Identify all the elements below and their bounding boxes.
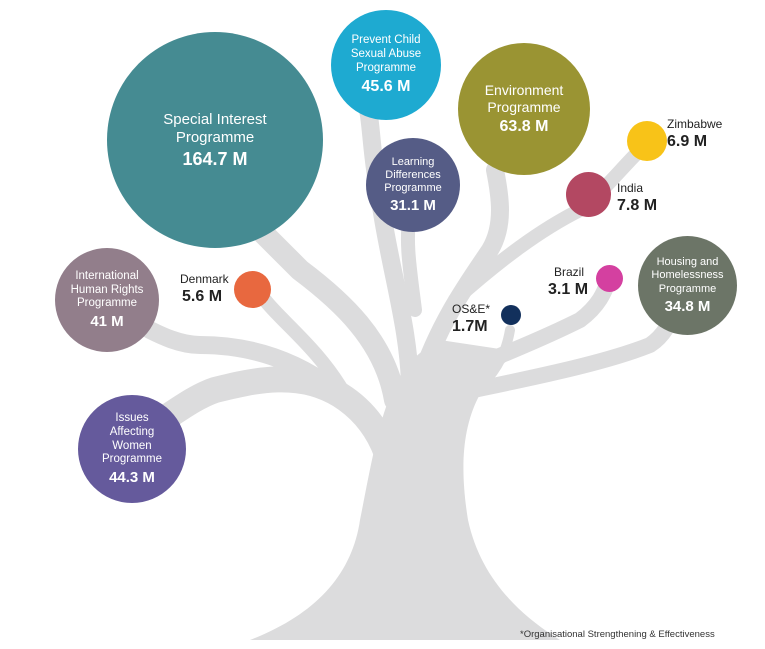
learning-differences-label-3: Programme xyxy=(384,182,442,195)
label-india: India 7.8 M xyxy=(617,181,657,215)
label-denmark: Denmark 5.6 M xyxy=(180,272,229,306)
prevent-child-label-2: Sexual Abuse xyxy=(350,48,422,61)
bubble-special-interest-programme: Special Interest Programme 164.7 M xyxy=(107,32,323,248)
environment-label-2: Programme xyxy=(487,99,561,115)
bubble-international-human-rights-programme: International Human Rights Programme 41 … xyxy=(55,248,159,352)
prevent-child-value: 45.6 M xyxy=(361,77,411,95)
zimbabwe-name: Zimbabwe xyxy=(667,117,723,131)
label-ose: OS&E* 1.7M xyxy=(452,302,490,336)
special-interest-label-1: Special Interest xyxy=(163,110,267,128)
special-interest-value: 164.7 M xyxy=(182,148,248,169)
zimbabwe-value: 6.9 M xyxy=(667,133,708,150)
prevent-child-label-1: Prevent Child xyxy=(351,34,421,47)
women-label-3: Women xyxy=(112,439,152,452)
dot-ose xyxy=(501,305,521,325)
dot-zimbabwe xyxy=(627,121,667,161)
denmark-name: Denmark xyxy=(180,272,229,286)
bubble-learning-differences-programme: Learning Differences Programme 31.1 M xyxy=(366,138,460,232)
environment-value: 63.8 M xyxy=(499,117,549,135)
women-label-4: Programme xyxy=(101,453,163,466)
label-zimbabwe: Zimbabwe 6.9 M xyxy=(667,117,722,151)
housing-label-1: Housing and xyxy=(656,256,719,269)
human-rights-value: 41 M xyxy=(90,313,124,331)
learning-differences-value: 31.1 M xyxy=(390,197,436,215)
bubble-issues-affecting-women-programme: Issues Affecting Women Programme 44.3 M xyxy=(78,395,186,503)
housing-value: 34.8 M xyxy=(664,297,711,315)
ose-name: OS&E* xyxy=(452,302,491,316)
women-label-2: Affecting xyxy=(109,425,155,438)
brazil-value: 3.1 M xyxy=(548,281,589,298)
housing-label-2: Homelessness xyxy=(651,269,724,282)
prevent-child-label-3: Programme xyxy=(355,61,417,74)
india-value: 7.8 M xyxy=(617,197,658,214)
women-label-1: Issues xyxy=(115,411,149,424)
label-brazil: Brazil 3.1 M xyxy=(548,265,588,299)
dot-india xyxy=(566,172,611,217)
housing-label-3: Programme xyxy=(658,282,717,295)
india-name: India xyxy=(617,181,644,195)
human-rights-label-2: Human Rights xyxy=(70,283,144,296)
environment-label-1: Environment xyxy=(484,82,564,99)
learning-differences-label-1: Learning xyxy=(391,155,435,168)
bubble-housing-homelessness-programme: Housing and Homelessness Programme 34.8 … xyxy=(638,236,737,335)
brazil-name: Brazil xyxy=(554,265,585,279)
ose-value: 1.7M xyxy=(452,318,488,335)
denmark-value: 5.6 M xyxy=(182,288,223,305)
human-rights-label-1: International xyxy=(75,269,139,282)
women-value: 44.3 M xyxy=(109,469,155,487)
bubble-prevent-child-sexual-abuse-programme: Prevent Child Sexual Abuse Programme 45.… xyxy=(331,10,441,120)
footnote: *Organisational Strengthening & Effectiv… xyxy=(520,629,715,640)
human-rights-label-3: Programme xyxy=(76,297,138,310)
bubble-environment-programme: Environment Programme 63.8 M xyxy=(458,43,590,175)
dot-denmark xyxy=(234,271,271,308)
dot-brazil xyxy=(596,265,623,292)
special-interest-label-2: Programme xyxy=(175,128,255,146)
learning-differences-label-2: Differences xyxy=(385,168,441,181)
